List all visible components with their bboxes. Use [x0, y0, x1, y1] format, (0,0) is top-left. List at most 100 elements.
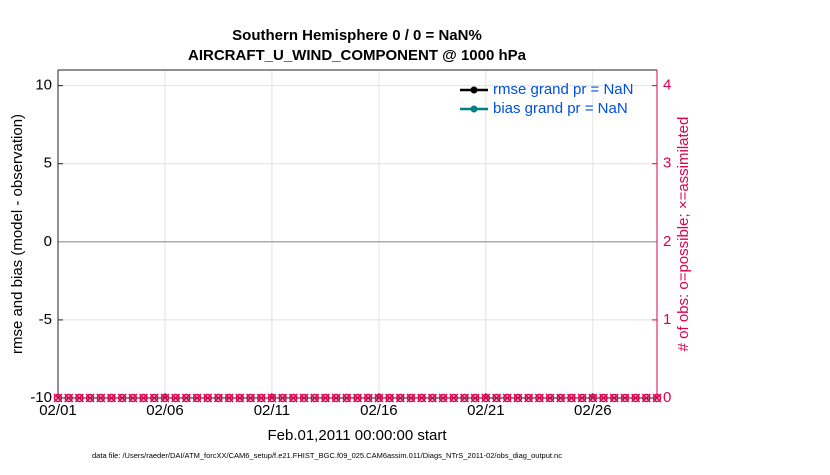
obs-marker [652, 393, 662, 403]
obs-marker [139, 393, 149, 403]
obs-marker [385, 393, 394, 403]
obs-marker [599, 393, 608, 403]
obs-marker [631, 393, 640, 403]
obs-marker [513, 393, 523, 403]
obs-marker [106, 393, 117, 403]
obs-marker [492, 393, 502, 403]
x-tick-label: 02/21 [467, 402, 505, 419]
obs-marker [246, 393, 255, 403]
obs-marker [481, 393, 491, 403]
obs-marker [53, 393, 63, 403]
obs-marker [278, 393, 288, 403]
obs-marker [246, 393, 256, 403]
obs-marker [556, 393, 566, 403]
obs-marker [535, 393, 544, 403]
y-tick-label: -10 [30, 389, 52, 406]
obs-marker [396, 393, 405, 403]
x-tick-label: 02/11 [254, 402, 290, 419]
obs-marker [406, 393, 416, 403]
obs-marker [139, 393, 148, 403]
y-tick-label: 10 [35, 77, 52, 94]
obs-marker [85, 393, 95, 403]
obs-marker [342, 393, 352, 403]
obs-marker [85, 393, 95, 403]
y2-tick-label: 3 [663, 155, 671, 172]
obs-marker [513, 393, 523, 403]
obs-marker [310, 393, 319, 403]
obs-marker [117, 393, 127, 403]
legend-label: rmse grand pr = NaN [493, 81, 633, 98]
y-tick-label: -5 [39, 311, 52, 328]
obs-marker [417, 393, 427, 403]
obs-marker [171, 393, 181, 403]
obs-marker [588, 393, 598, 403]
obs-marker [460, 393, 469, 403]
legend-label: bias grand pr = NaN [493, 100, 628, 117]
x-tick-label: 02/01 [39, 402, 77, 419]
obs-marker [288, 393, 298, 403]
obs-marker [566, 393, 576, 403]
obs-marker [577, 393, 587, 403]
obs-marker [609, 393, 619, 403]
obs-marker [449, 393, 459, 403]
obs-marker [363, 393, 373, 403]
x-tick-label: 02/06 [146, 402, 184, 419]
x-tick-label: 02/26 [574, 402, 612, 419]
x-axis-label: Feb.01,2011 00:00:00 start [267, 427, 447, 444]
obs-marker [524, 393, 533, 403]
obs-marker [417, 393, 426, 403]
y-tick-label: 5 [44, 155, 52, 172]
obs-marker [214, 393, 223, 403]
obs-marker [620, 393, 630, 403]
obs-marker [53, 393, 63, 403]
obs-marker [652, 393, 662, 403]
obs-marker [107, 393, 116, 403]
obs-marker [459, 393, 469, 403]
obs-marker [117, 393, 127, 403]
obs-marker [470, 393, 480, 403]
obs-marker [556, 393, 565, 403]
x-tick-label: 02/16 [360, 402, 398, 419]
obs-marker [74, 393, 84, 403]
obs-marker [256, 393, 266, 403]
chart-title: Southern Hemisphere 0 / 0 = NaN% [232, 27, 482, 44]
obs-marker [598, 393, 609, 403]
y-tick-label: 0 [44, 233, 52, 250]
obs-marker [577, 393, 587, 403]
obs-marker [224, 393, 234, 403]
obs-marker [320, 393, 330, 403]
obs-marker [75, 393, 84, 403]
legend-marker [470, 86, 478, 94]
y2-tick-label: 4 [663, 77, 671, 94]
y2-tick-label: 2 [663, 233, 671, 250]
obs-marker [588, 393, 598, 403]
obs-marker [642, 393, 651, 403]
obs-marker [641, 393, 651, 403]
obs-marker [224, 393, 234, 403]
obs-marker [438, 393, 448, 403]
obs-marker [181, 393, 191, 403]
obs-marker [64, 393, 73, 403]
obs-marker [352, 393, 363, 403]
obs-marker [160, 393, 170, 403]
obs-marker [203, 393, 212, 403]
obs-marker [160, 393, 170, 403]
obs-marker [406, 393, 416, 403]
obs-marker [385, 393, 395, 403]
obs-marker [534, 393, 544, 403]
obs-marker [192, 393, 202, 403]
footnote: data file: /Users/raeder/DAI/ATM_forcXX/… [92, 451, 562, 460]
obs-marker [631, 393, 641, 403]
obs-marker [96, 393, 106, 403]
obs-marker [267, 393, 277, 403]
obs-marker [235, 393, 245, 403]
obs-marker [149, 393, 159, 403]
obs-marker [545, 393, 555, 403]
obs-marker [449, 393, 459, 403]
obs-marker [438, 393, 448, 403]
plot-area [58, 70, 657, 398]
obs-marker [567, 393, 576, 403]
chart-title: AIRCRAFT_U_WIND_COMPONENT @ 1000 hPa [188, 47, 527, 64]
obs-marker [524, 393, 534, 403]
